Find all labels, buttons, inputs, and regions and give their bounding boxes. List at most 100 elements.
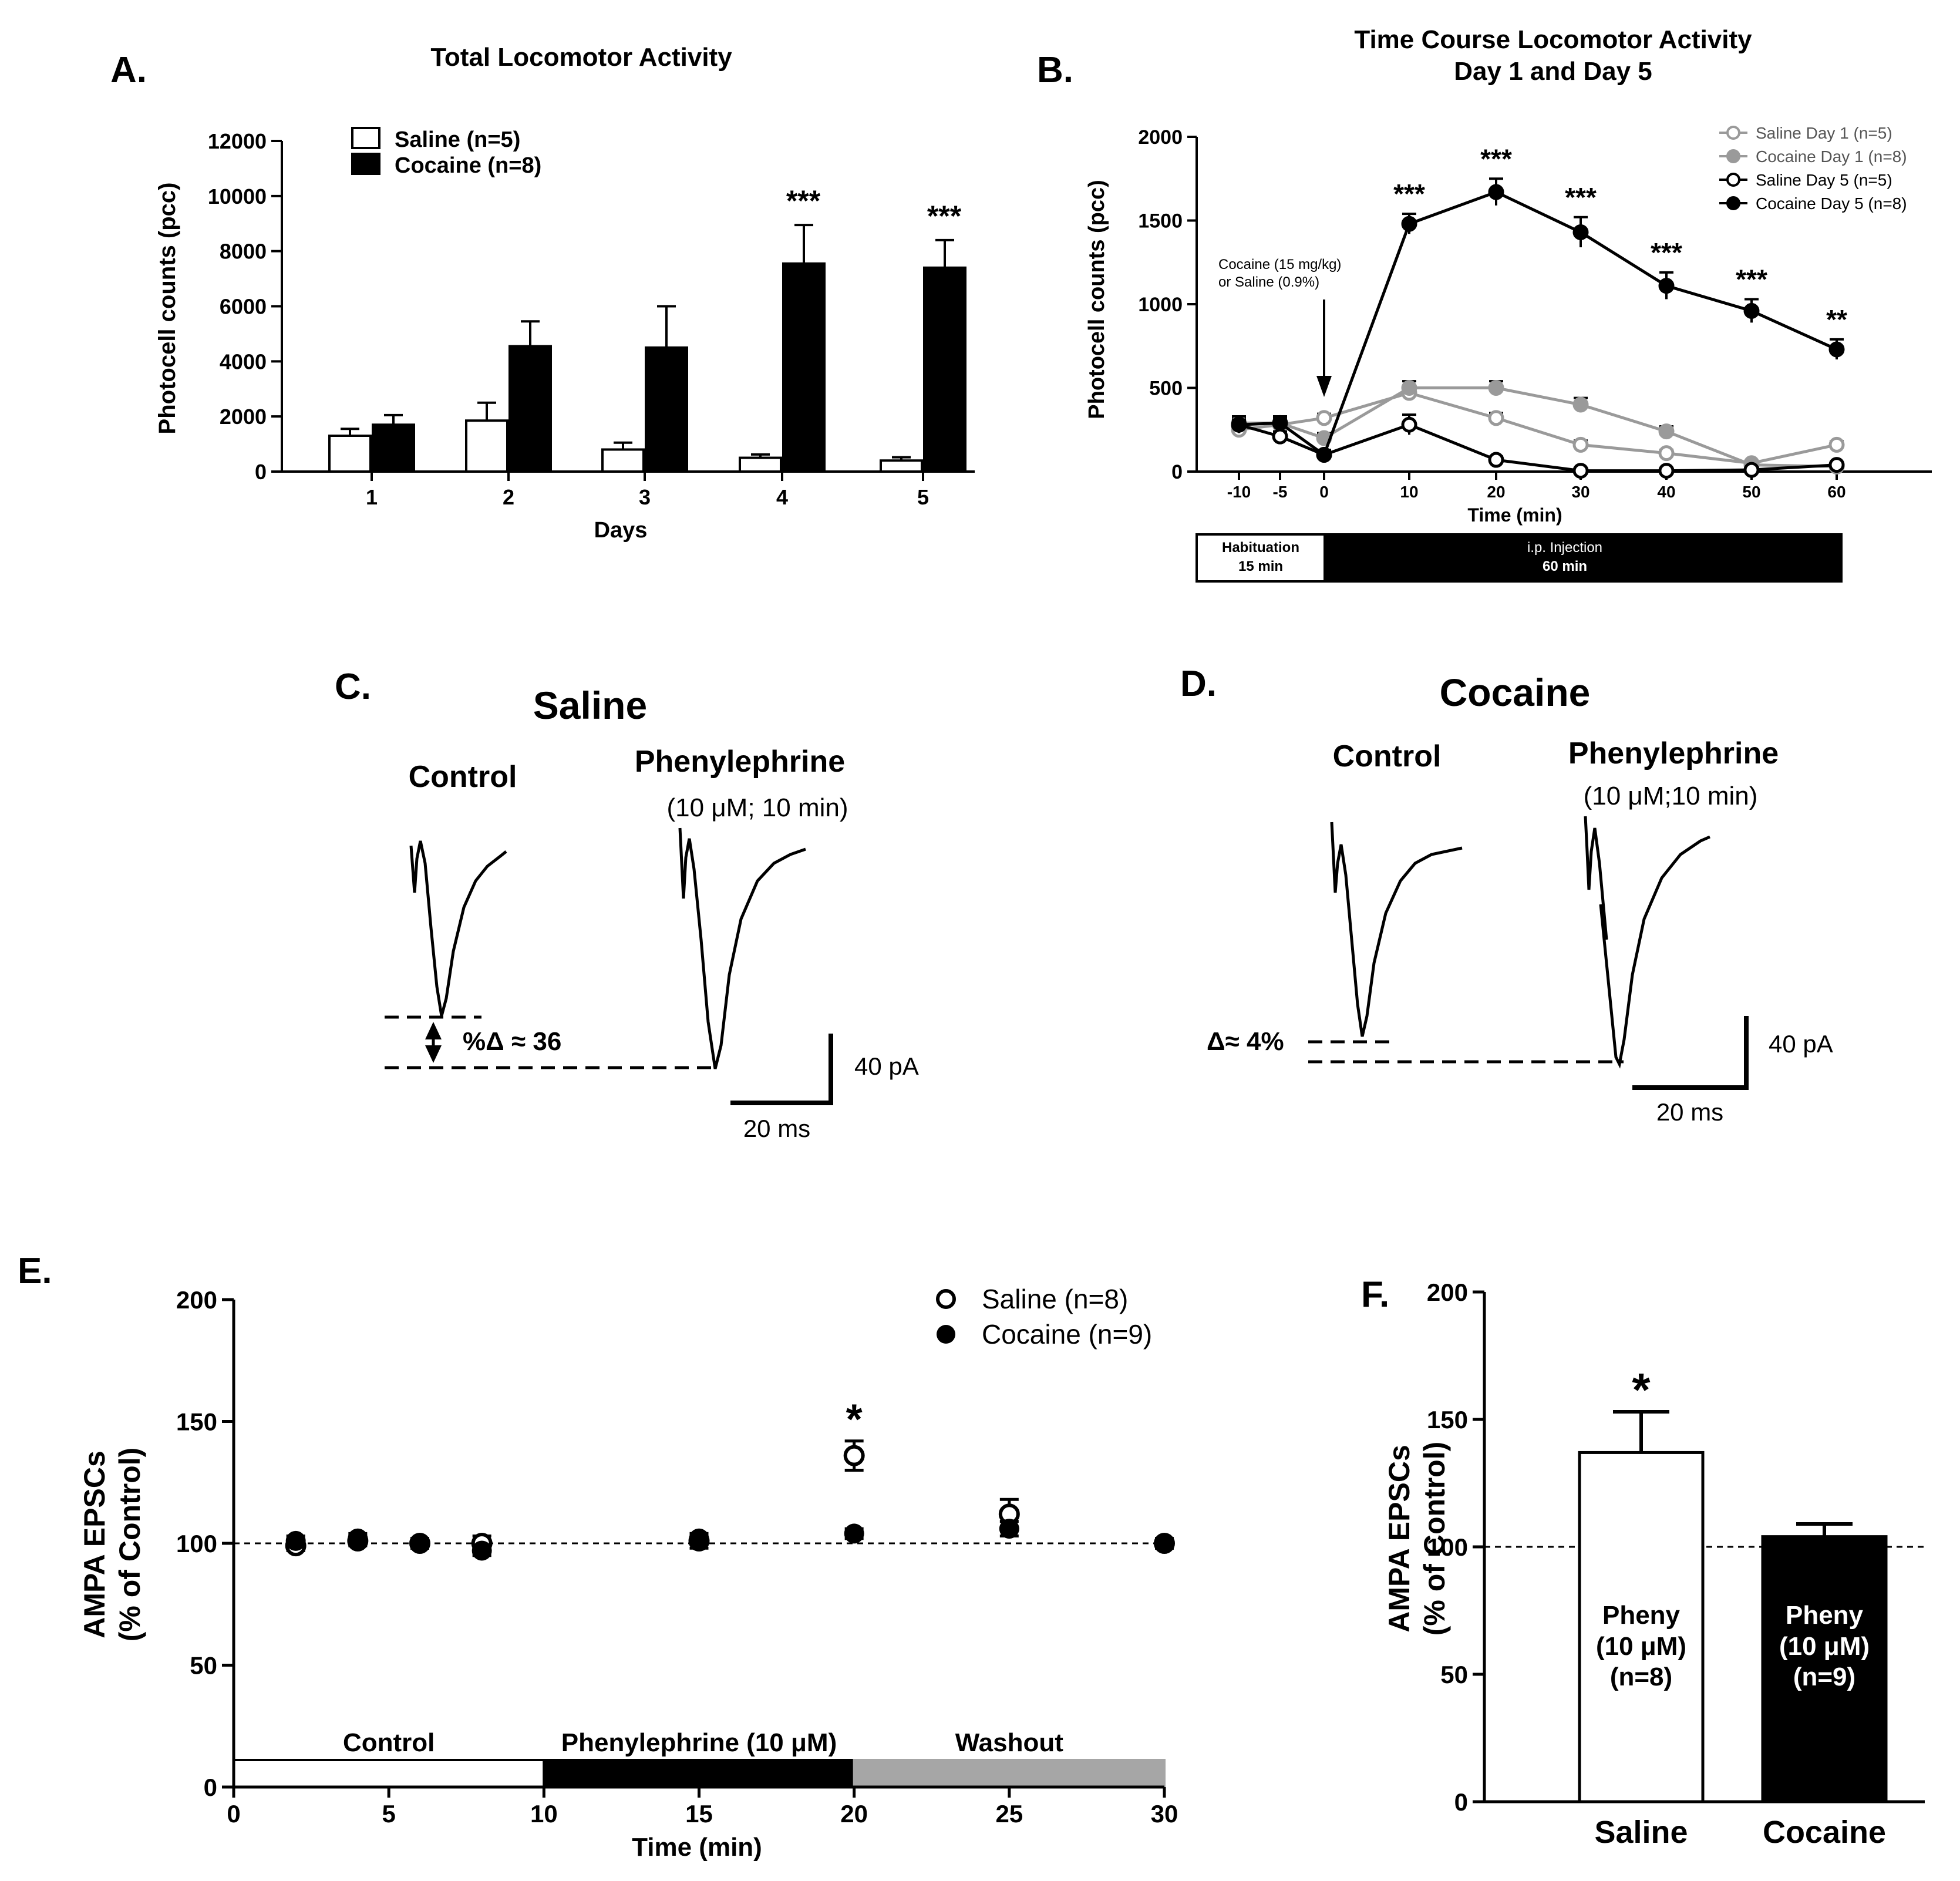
panel-b-x-tick-label: 60 bbox=[1827, 483, 1846, 501]
panel-d: D. Cocaine Control Phenylephrine (10 μM;… bbox=[1180, 664, 1833, 1126]
series-2-point bbox=[1272, 428, 1288, 445]
legend-saline-label: Saline (n=5) bbox=[395, 127, 520, 152]
injection-annotation-line2: or Saline (0.9%) bbox=[1218, 274, 1319, 290]
legend-marker-3 bbox=[1726, 196, 1740, 210]
panel-a: A. Total Locomotor Activity Photocell co… bbox=[110, 43, 975, 543]
panel-e-y-tick-label: 0 bbox=[204, 1774, 217, 1801]
panel-b-y-tick-label: 1500 bbox=[1138, 210, 1183, 233]
series-3-point bbox=[1316, 447, 1332, 463]
bar-label-dose: (10 μM) bbox=[1779, 1632, 1870, 1661]
bar-label-n: (n=8) bbox=[1610, 1663, 1672, 1691]
panel-b-x-tick-label: 40 bbox=[1657, 483, 1675, 501]
cocaine-point bbox=[1154, 1533, 1174, 1553]
panel-b-x-tick-label: 30 bbox=[1571, 483, 1589, 501]
bar-label-treatment: Pheny bbox=[1602, 1601, 1681, 1630]
panel-b-subtitle: Day 1 and Day 5 bbox=[1454, 57, 1652, 86]
panel-f-y-tick-label: 100 bbox=[1427, 1533, 1468, 1561]
phase-block-0 bbox=[233, 1759, 545, 1788]
phase-label-2: Washout bbox=[955, 1728, 1063, 1757]
saline-scale-bar bbox=[730, 1034, 833, 1105]
panel-e-x-axis-label: Time (min) bbox=[632, 1833, 762, 1862]
panel-a-y-axis-label: Photocell counts (pcc) bbox=[154, 183, 180, 435]
cocaine-scale-x-label: 20 ms bbox=[1656, 1098, 1723, 1126]
panel-e-x-tick-label: 20 bbox=[840, 1800, 868, 1828]
panel-c-control-label: Control bbox=[409, 760, 517, 794]
series-3-point bbox=[1572, 224, 1589, 240]
significance-marker: *** bbox=[1393, 179, 1425, 209]
panel-e-x-tick-label: 15 bbox=[685, 1800, 713, 1828]
panel-f-label: F. bbox=[1361, 1274, 1389, 1315]
panel-c: C. Saline Control Phenylephrine (10 μM; … bbox=[335, 667, 919, 1142]
legend-saline-label: Saline (n=8) bbox=[982, 1284, 1128, 1314]
cocaine-point bbox=[410, 1533, 430, 1553]
panel-b-axes: 0 500 1000 1500 2000 -10 -5 0 10 20 30 40 50 60 bbox=[1138, 126, 1932, 501]
legend-cocaine-label: Cocaine (n=8) bbox=[395, 153, 541, 178]
panel-a-title: Total Locomotor Activity bbox=[430, 43, 732, 72]
panel-c-label: C. bbox=[335, 667, 371, 707]
cocaine-phenylephrine-trace bbox=[1584, 816, 1711, 1069]
panel-b-x-tick-label: 20 bbox=[1487, 483, 1505, 501]
injection-block bbox=[1323, 533, 1843, 583]
panel-f: F. AMPA EPSCs (% of Control) 0 50 100 150 20… bbox=[1361, 1274, 1925, 1850]
cocaine-scale-y-label: 40 pA bbox=[1769, 1030, 1833, 1058]
series-2-point bbox=[1572, 463, 1589, 479]
saline-delta-label: %Δ ≈ 36 bbox=[463, 1027, 561, 1056]
panel-e-x-tick-label: 5 bbox=[382, 1800, 395, 1828]
panel-a-axes: 0 2000 4000 6000 8000 10000 12000 1 2 3 4 5 bbox=[208, 129, 975, 509]
habituation-label: Habituation bbox=[1222, 540, 1299, 556]
saline-bar bbox=[880, 459, 923, 473]
legend-label-1: Cocaine Day 1 (n=8) bbox=[1756, 147, 1907, 166]
saline-bar bbox=[328, 435, 372, 473]
phase-label-1: Phenylephrine (10 μM) bbox=[561, 1728, 837, 1757]
panel-d-label: D. bbox=[1180, 664, 1217, 704]
habituation-duration: 15 min bbox=[1238, 558, 1283, 574]
injection-arrow-head bbox=[1316, 376, 1332, 397]
panel-a-x-tick-label: 3 bbox=[639, 485, 651, 509]
legend-saline-marker bbox=[936, 1289, 956, 1309]
series-1-point bbox=[1572, 396, 1589, 413]
panel-b-y-tick-label: 0 bbox=[1171, 461, 1183, 483]
legend-cocaine-marker bbox=[937, 1325, 955, 1344]
phase-label-0: Control bbox=[343, 1728, 435, 1757]
panel-e-y-tick-label: 100 bbox=[176, 1530, 217, 1557]
series-2-point bbox=[1743, 462, 1760, 478]
panel-d-control-label: Control bbox=[1333, 739, 1442, 773]
panel-a-y-tick-label: 12000 bbox=[208, 129, 267, 153]
series-0-point bbox=[1572, 436, 1589, 453]
cocaine-control-trace bbox=[1330, 822, 1463, 1037]
legend-saline-swatch bbox=[351, 127, 380, 149]
panel-b-series: ***************** bbox=[1231, 143, 1847, 479]
legend-cocaine-label: Cocaine (n=9) bbox=[982, 1319, 1152, 1350]
cocaine-bar bbox=[508, 345, 552, 473]
panel-b-x-tick-label: 10 bbox=[1400, 483, 1418, 501]
series-0-point bbox=[1488, 410, 1504, 426]
panel-f-y-tick-label: 50 bbox=[1440, 1661, 1468, 1688]
panel-a-x-tick-label: 5 bbox=[917, 485, 929, 509]
panel-e-y-tick-label: 150 bbox=[176, 1408, 217, 1436]
cocaine-bar bbox=[372, 423, 415, 473]
panel-b-title: Time Course Locomotor Activity bbox=[1354, 25, 1752, 54]
cocaine-bar bbox=[923, 266, 966, 473]
saline-point bbox=[843, 1445, 865, 1466]
panel-b-x-tick-label: -10 bbox=[1227, 483, 1251, 501]
panel-e-y-axis-label: AMPA EPSCs bbox=[78, 1451, 111, 1638]
injection-annotation-line1: Cocaine (15 mg/kg) bbox=[1218, 257, 1341, 272]
injection-arrow bbox=[1316, 300, 1332, 397]
panel-b-label: B. bbox=[1037, 50, 1073, 90]
series-3-point bbox=[1828, 341, 1845, 358]
panel-d-drug-label: Phenylephrine bbox=[1568, 736, 1779, 770]
series-1-point bbox=[1401, 380, 1417, 396]
saline-phenylephrine-trace bbox=[678, 827, 806, 1069]
series-3-point bbox=[1231, 416, 1247, 433]
legend-marker-0 bbox=[1726, 126, 1740, 140]
legend-label-0: Saline Day 1 (n=5) bbox=[1756, 124, 1892, 142]
significance-marker: *** bbox=[786, 184, 821, 217]
panel-b-x-axis-label: Time (min) bbox=[1467, 504, 1562, 526]
panel-f-y-tick-label: 0 bbox=[1454, 1788, 1468, 1816]
panel-d-drug-conditions: (10 μM;10 min) bbox=[1584, 782, 1758, 810]
panel-a-x-axis-label: Days bbox=[594, 518, 648, 543]
cocaine-point bbox=[472, 1540, 492, 1561]
cocaine-bar bbox=[782, 262, 826, 473]
series-2-point bbox=[1658, 463, 1675, 479]
